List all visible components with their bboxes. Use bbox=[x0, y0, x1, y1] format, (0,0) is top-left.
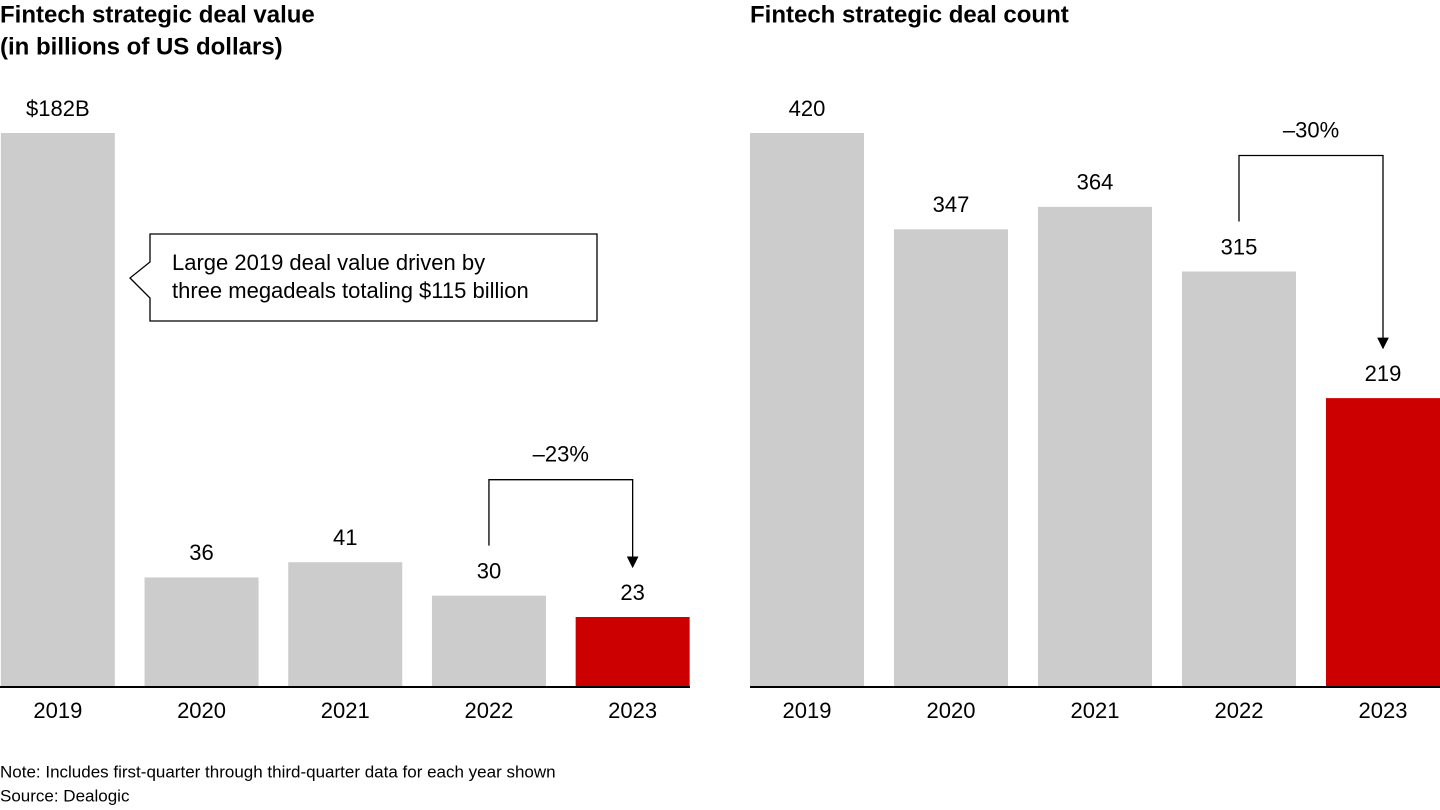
x-tick-label: 2023 bbox=[608, 698, 657, 723]
bar bbox=[894, 229, 1008, 688]
chart-title: Fintech strategic deal count bbox=[750, 1, 1069, 28]
bar bbox=[431, 595, 546, 687]
callout-box bbox=[129, 233, 598, 322]
x-tick-label: 2021 bbox=[321, 698, 370, 723]
value-label: 36 bbox=[189, 540, 213, 565]
value-label: 364 bbox=[1077, 170, 1114, 195]
x-tick-label: 2021 bbox=[1071, 698, 1120, 723]
callout-text: Large 2019 deal value driven by bbox=[172, 250, 485, 275]
callout-text: three megadeals totaling $115 billion bbox=[172, 278, 529, 303]
bar bbox=[1038, 206, 1152, 687]
value-label: 41 bbox=[333, 525, 357, 550]
bar bbox=[0, 133, 115, 687]
bar bbox=[1182, 271, 1296, 687]
x-tick-label: 2019 bbox=[33, 698, 82, 723]
chart-subtitle: (in billions of US dollars) bbox=[0, 33, 283, 60]
change-arrow bbox=[488, 479, 639, 569]
x-tick-label: 2020 bbox=[177, 698, 226, 723]
source: Source: Dealogic bbox=[0, 786, 130, 805]
bar bbox=[1326, 398, 1440, 687]
value-label: 23 bbox=[620, 580, 644, 605]
bar bbox=[144, 577, 259, 687]
value-label: 420 bbox=[789, 96, 826, 121]
note: Note: Includes first-quarter through thi… bbox=[0, 762, 556, 781]
change-arrow bbox=[1238, 154, 1389, 350]
value-label: 30 bbox=[477, 558, 501, 583]
change-label: –23% bbox=[533, 441, 589, 466]
x-tick-label: 2023 bbox=[1359, 698, 1408, 723]
bar bbox=[575, 616, 690, 687]
chart-title: Fintech strategic deal value bbox=[0, 1, 315, 28]
x-tick-label: 2019 bbox=[783, 698, 832, 723]
x-tick-label: 2022 bbox=[1215, 698, 1264, 723]
x-tick-label: 2022 bbox=[464, 698, 513, 723]
value-label: $182B bbox=[26, 96, 90, 121]
value-label: 219 bbox=[1365, 361, 1402, 386]
value-label: 347 bbox=[933, 192, 970, 217]
value-label: 315 bbox=[1221, 234, 1258, 259]
bar bbox=[750, 133, 864, 687]
x-tick-label: 2020 bbox=[927, 698, 976, 723]
bar bbox=[288, 562, 403, 687]
change-label: –30% bbox=[1283, 117, 1339, 142]
